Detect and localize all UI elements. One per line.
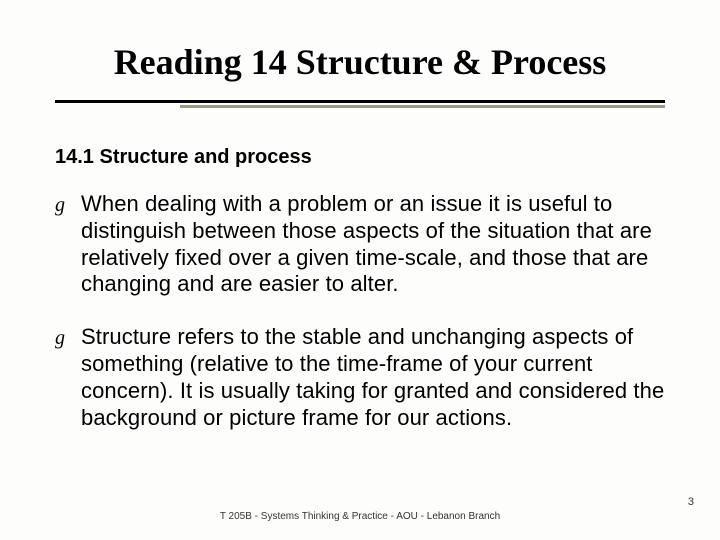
title-wrap: Reading 14 Structure & Process — [60, 42, 660, 83]
subheading: 14.1 Structure and process — [55, 146, 665, 169]
rule-thin — [180, 105, 665, 108]
bullet-text: When dealing with a problem or an issue … — [81, 191, 652, 296]
slide-body: 14.1 Structure and process g When dealin… — [55, 146, 665, 458]
bullet-glyph-icon: g — [55, 326, 65, 350]
bullet-item: g When dealing with a problem or an issu… — [55, 191, 665, 298]
slide: Reading 14 Structure & Process 14.1 Stru… — [0, 0, 720, 540]
rule-thick — [55, 100, 665, 103]
bullet-item: g Structure refers to the stable and unc… — [55, 324, 665, 431]
slide-title: Reading 14 Structure & Process — [60, 42, 660, 83]
bullet-glyph-icon: g — [55, 193, 65, 217]
footer-text: T 205B - Systems Thinking & Practice - A… — [0, 511, 720, 522]
title-rule — [55, 100, 665, 108]
bullet-text: Structure refers to the stable and uncha… — [81, 324, 664, 429]
page-number: 3 — [688, 496, 694, 508]
